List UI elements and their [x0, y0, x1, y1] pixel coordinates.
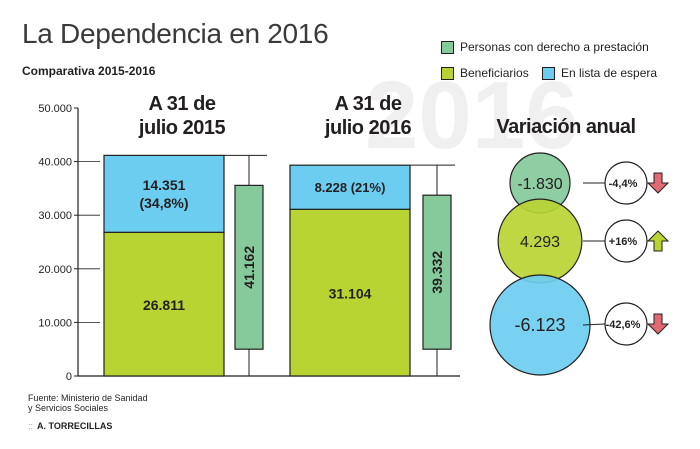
legend-swatch-beneficiarios — [441, 66, 454, 80]
bar-beneficiarios — [289, 208, 411, 377]
source-line-1: Fuente: Ministerio de Sanidad — [28, 393, 148, 403]
arrow-down-icon — [646, 313, 670, 335]
arrow-up-icon — [646, 230, 670, 252]
bar-label-lista-espera: 8.228 (21%) — [315, 180, 386, 195]
category-label: A 31 de — [149, 93, 216, 115]
y-tick-label: 30.000 — [38, 210, 72, 222]
y-tick-label: 10.000 — [38, 317, 72, 329]
connector-line — [582, 323, 606, 326]
bar-label-beneficiarios: 26.811 — [143, 297, 185, 313]
bar-total-personas — [422, 194, 452, 350]
author-credit: :: A. TORRECILLAS — [28, 421, 112, 431]
legend-item-beneficiarios: Beneficiarios — [441, 66, 529, 80]
variation-value: -6.123 — [514, 315, 565, 335]
source-line-2: y Servicios Sociales — [28, 403, 109, 413]
legend-label-personas: Personas con derecho a prestación — [460, 40, 649, 54]
legend-label-espera: En lista de espera — [561, 66, 658, 80]
background-watermark: 2016 — [365, 62, 579, 169]
bar-total-personas — [234, 184, 264, 350]
page-subtitle: Comparativa 2015-2016 — [22, 64, 156, 78]
variation-value: 4.293 — [520, 234, 560, 251]
bar-label-total: 39.332 — [429, 251, 445, 294]
bar-beneficiarios — [103, 231, 225, 377]
variation-item-3: -6.123 -42,6% — [489, 274, 670, 376]
legend-item-personas: Personas con derecho a prestación — [441, 40, 649, 54]
bar-label-beneficiarios: 31.104 — [329, 286, 372, 302]
legend-label-beneficiarios: Beneficiarios — [460, 66, 529, 80]
variation-value: -1.830 — [517, 176, 562, 193]
background-watermark-text: 2016 — [365, 62, 579, 169]
bar-lista-espera — [103, 154, 225, 233]
percent-label: -42,6% — [606, 319, 641, 331]
category-label: A 31 de — [335, 93, 402, 115]
category-label: julio 2015 — [138, 117, 226, 139]
y-tick-label: 50.000 — [38, 103, 72, 115]
arrow-down-icon — [646, 172, 670, 194]
variation-panel: Variación anual -1.830 -4,4% 4.293 +16% -6.12… — [489, 116, 670, 376]
legend-swatch-espera — [542, 66, 555, 80]
author-separator: :: — [28, 421, 34, 431]
legend-item-espera: En lista de espera — [542, 66, 657, 80]
y-tick-label: 0 — [66, 371, 72, 383]
y-tick-label: 40.000 — [38, 157, 72, 169]
percent-label: +16% — [609, 236, 638, 248]
y-tick-label: 20.000 — [38, 264, 72, 276]
bar-label-lista-espera-pct: (34,8%) — [139, 195, 188, 211]
bar-label-lista-espera: 14.351 — [143, 177, 186, 193]
percent-label: -4,4% — [609, 178, 638, 190]
bar-label-total: 41.162 — [241, 246, 257, 289]
legend-swatch-personas — [441, 40, 454, 54]
variation-title: Variación anual — [496, 116, 635, 138]
variation-item-1: -1.830 -4,4% — [509, 152, 670, 214]
variation-item-2: 4.293 +16% — [497, 198, 670, 284]
bar-lista-espera — [289, 164, 411, 210]
author-name: A. TORRECILLAS — [37, 421, 113, 431]
category-label: julio 2016 — [324, 117, 412, 139]
source-note: Fuente: Ministerio de Sanidad y Servicio… — [28, 393, 148, 413]
chart-gridlines — [78, 161, 100, 323]
page-title: La Dependencia en 2016 — [22, 18, 329, 49]
